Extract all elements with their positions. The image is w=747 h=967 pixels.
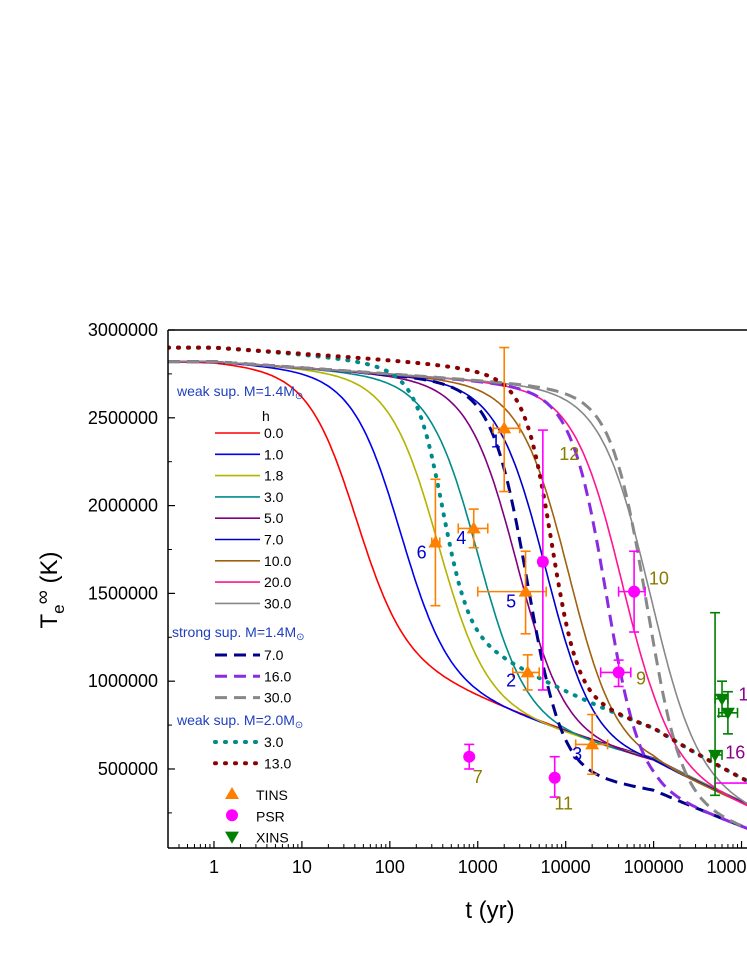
legend-label: 1.8: [264, 468, 284, 484]
legend-marker-psr: [226, 809, 238, 822]
y-axis-title-main: T: [36, 614, 63, 629]
legend-h-header: h: [262, 408, 270, 424]
y-tick-label: 500000: [98, 759, 158, 779]
legend-label: 10.0: [264, 553, 291, 569]
y-axis-title-sub: e: [49, 604, 68, 613]
point-label-5: 5: [506, 591, 516, 611]
observation-marker-8: [536, 555, 549, 568]
legend-label: 3.0: [264, 734, 284, 750]
y-axis-title: Te∞ (K): [32, 551, 68, 628]
x-tick-label: 1: [209, 857, 219, 877]
legend-label: 1.0: [264, 446, 284, 462]
legend-marker-xins: [225, 831, 239, 844]
observation-marker-14: [720, 707, 735, 720]
y-axis-title-sup: ∞: [32, 590, 54, 604]
point-label-12: 12: [559, 444, 579, 464]
y-tick-label: 2000000: [88, 496, 158, 516]
point-label-4: 4: [456, 528, 466, 548]
point-labels: 1 12 4 6 5 10 9 2 3 7 11 15 16: [417, 432, 747, 814]
cooling-curves: [168, 345, 747, 830]
legend-obs-label: PSR: [256, 808, 285, 824]
legend-label: 30.0: [264, 690, 291, 706]
legend-label: 13.0: [264, 755, 291, 771]
axes: [167, 329, 747, 849]
point-label-6: 6: [417, 542, 427, 562]
legend-group-title: weak sup. M=2.0M⊙: [176, 712, 303, 731]
legend-obs-label: TINS: [256, 787, 288, 803]
point-label-1: 1: [491, 432, 501, 452]
x-axis-title: t (yr): [465, 897, 514, 924]
observation-marker-3: [585, 737, 600, 750]
legend-label: 30.0: [264, 595, 291, 611]
y-tick-label: 2500000: [88, 408, 158, 428]
x-tick-label: 10000: [541, 857, 591, 877]
x-tick-label: 1000000: [706, 857, 747, 877]
svg-text:Te∞ (K): Te∞ (K): [32, 551, 68, 628]
legend-obs-label: XINS: [256, 830, 289, 846]
y-tick-label: 1500000: [88, 583, 158, 603]
observation-marker-10: [628, 585, 641, 598]
legend-label: 0.0: [264, 425, 284, 441]
observation-markers: [428, 421, 735, 784]
observation-marker-13: [708, 749, 723, 762]
point-label-9: 9: [636, 669, 646, 689]
observation-marker-7: [463, 750, 476, 763]
y-ticks: 500000 1000000 1500000 2000000 2500000 300000…: [88, 320, 175, 814]
legend-label: 3.0: [264, 489, 284, 505]
observation-marker-15: [715, 693, 730, 706]
observation-marker-1: [497, 421, 512, 434]
legend-group-title: weak sup. M=1.4M⊙: [176, 383, 303, 402]
observation-marker-6: [428, 535, 443, 548]
x-tick-label: 100000: [624, 857, 684, 877]
legend-label: 5.0: [264, 510, 284, 526]
y-tick-label: 3000000: [88, 320, 158, 340]
point-label-2: 2: [506, 670, 516, 690]
observation-marker-4: [466, 521, 481, 534]
point-label-10: 10: [649, 569, 669, 589]
observation-error-bars: [430, 346, 747, 798]
legend-marker-tins: [225, 787, 239, 799]
point-label-16: 16: [725, 742, 745, 762]
point-label-15: 15: [738, 685, 747, 705]
x-ticks: 1 10 100 1000 10000 100000 1000000: [178, 841, 747, 877]
observation-marker-2: [520, 665, 535, 678]
series-line-weak2-13-0: [168, 345, 747, 784]
series-line-strong-30-0: [168, 360, 747, 830]
point-label-11: 11: [554, 793, 573, 813]
legend-group-title: strong sup. M=1.4M⊙: [172, 624, 305, 643]
x-tick-label: 1000: [458, 857, 498, 877]
legend: weak sup. M=1.4M⊙ h0.0 1.0 1.8 3.0 5.0 7.0 10.0…: [172, 383, 305, 846]
point-label-7: 7: [473, 767, 483, 787]
legend-label: 7.0: [264, 532, 284, 548]
observation-marker-5: [518, 584, 533, 597]
observation-marker-9: [612, 666, 625, 679]
legend-label: 7.0: [264, 647, 284, 663]
observation-marker-11: [548, 771, 561, 784]
legend-label: 20.0: [264, 574, 291, 590]
x-tick-label: 10: [292, 857, 312, 877]
legend-label: 16.0: [264, 668, 291, 684]
y-axis-title-unit: (K): [36, 551, 63, 583]
point-label-3: 3: [572, 744, 582, 764]
y-tick-label: 1000000: [88, 671, 158, 691]
x-tick-label: 100: [375, 857, 405, 877]
